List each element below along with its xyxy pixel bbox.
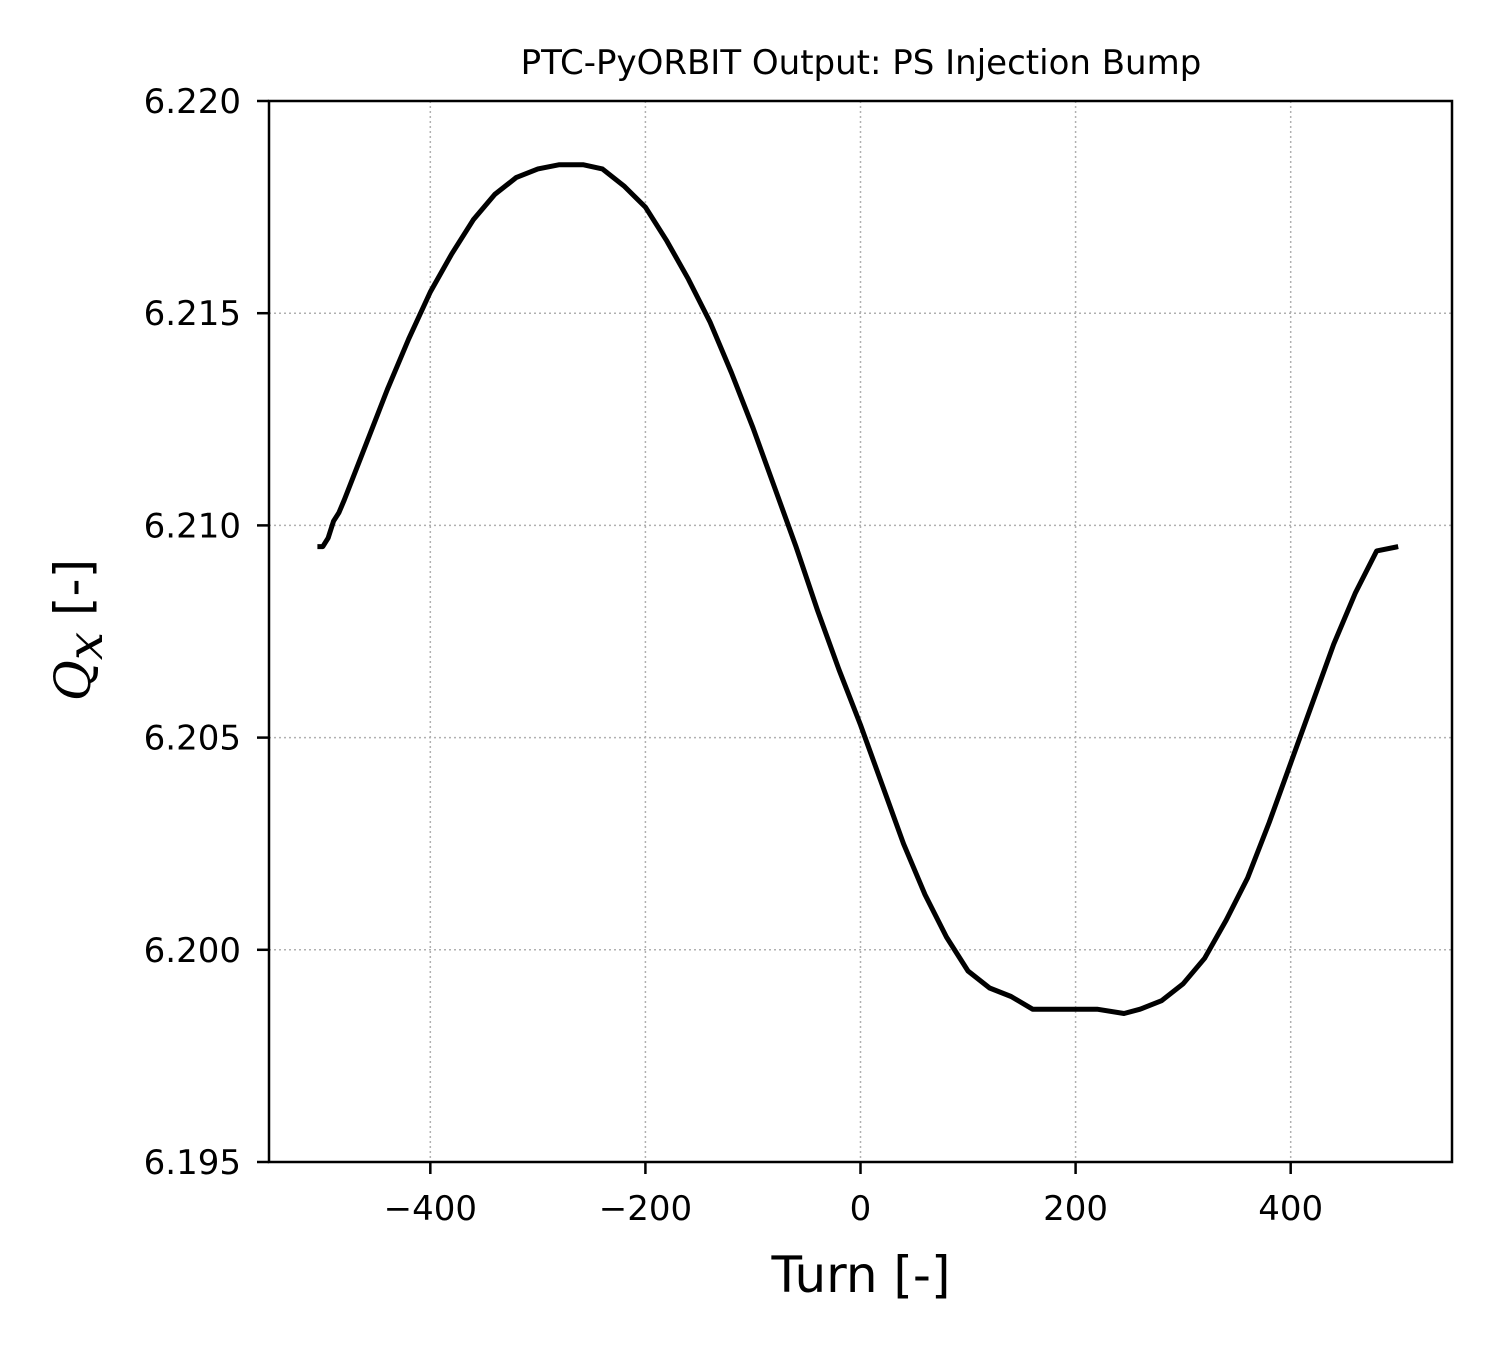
- y-axis-label-symbol: Q: [44, 660, 102, 701]
- y-tick-label: 6.215: [144, 294, 241, 334]
- y-tick-label: 6.205: [144, 719, 241, 759]
- x-tick-label: −400: [384, 1189, 477, 1229]
- y-axis-label-unit-text: [-]: [44, 559, 102, 616]
- x-tick-label: −200: [599, 1189, 692, 1229]
- ticks: −400 −200 0 200 400 6.195 6.200 6.205 6.210 6.215…: [144, 82, 1323, 1229]
- x-tick-label: 0: [850, 1189, 872, 1229]
- x-tick-label: 400: [1258, 1189, 1323, 1229]
- y-tick-label: 6.195: [144, 1143, 241, 1183]
- y-axis-label-unit: [44, 616, 102, 632]
- y-axis-label-subscript: x: [56, 632, 114, 660]
- y-tick-label: 6.200: [144, 931, 241, 971]
- x-tick-label: 200: [1043, 1189, 1108, 1229]
- x-axis-label: Turn [-]: [771, 1246, 951, 1304]
- plot-area: [317, 162, 1399, 1016]
- y-tick-label: 6.220: [144, 82, 241, 122]
- y-axis-label: Qx [-]: [44, 559, 114, 701]
- y-tick-label: 6.210: [144, 506, 241, 546]
- qx-series-line: [317, 162, 1399, 1016]
- grid-lines: [269, 100, 1452, 1163]
- chart-title: PTC-PyORBIT Output: PS Injection Bump: [521, 43, 1202, 83]
